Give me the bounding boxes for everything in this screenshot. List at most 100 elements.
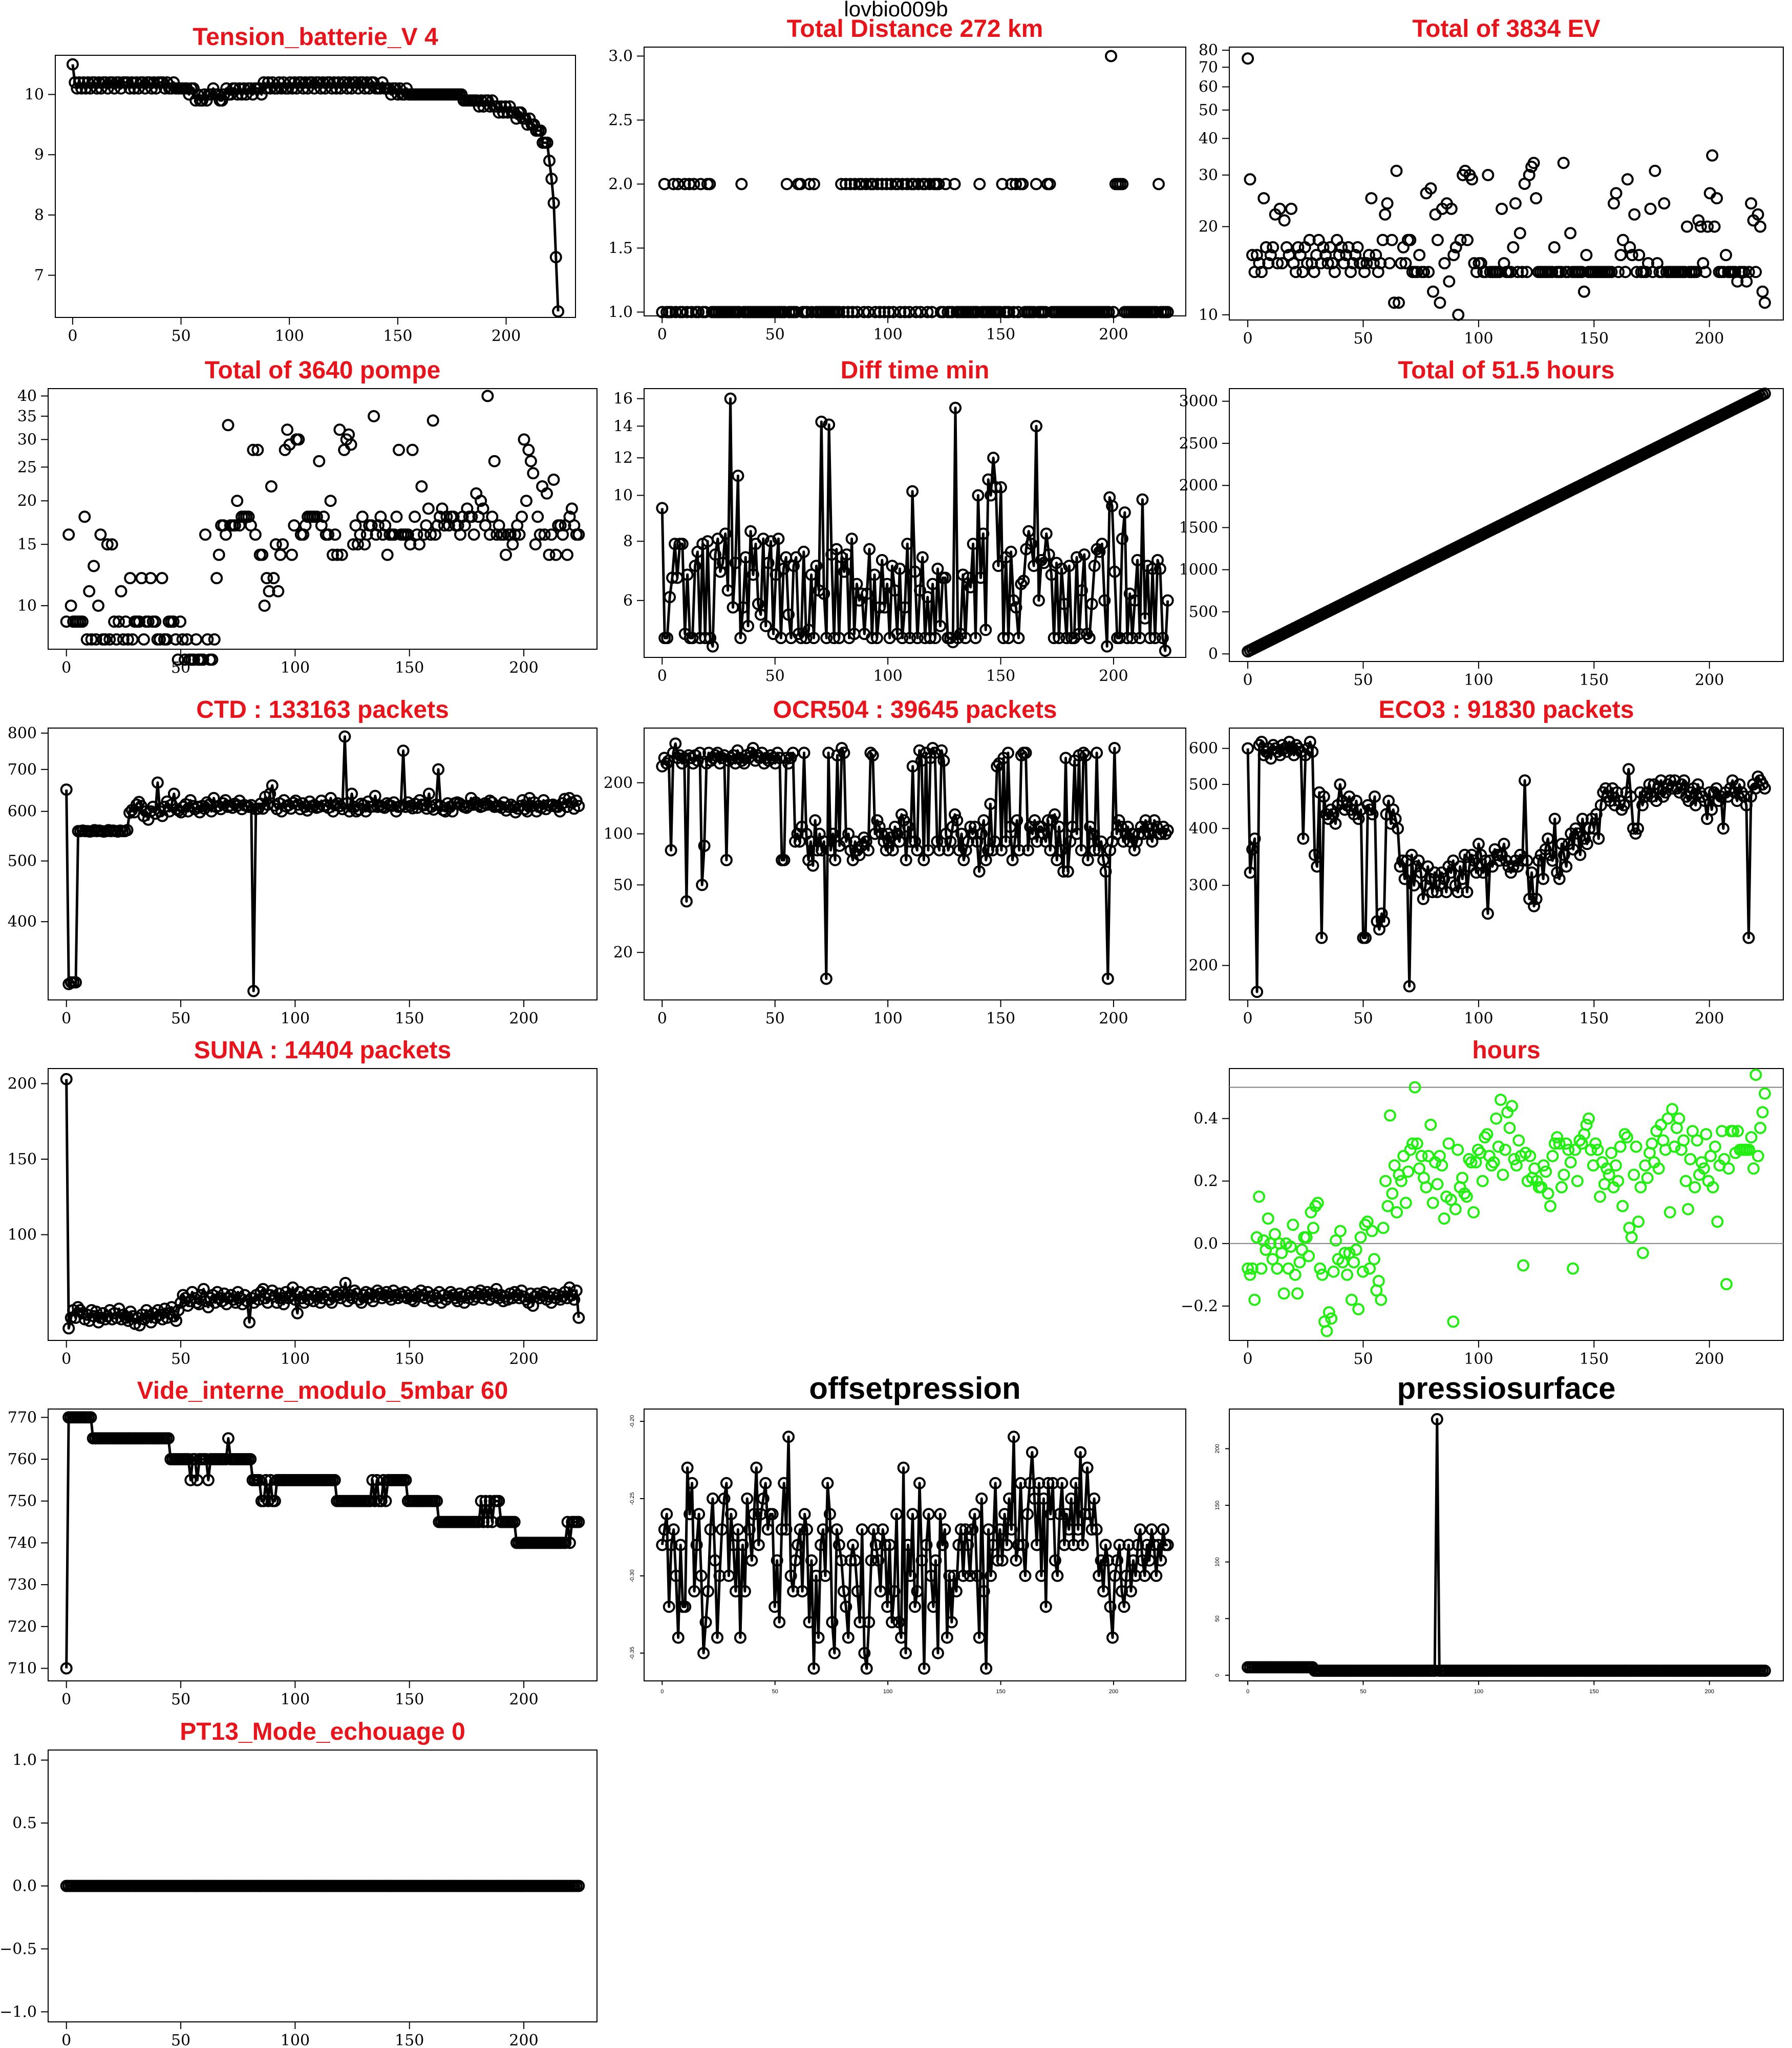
data-point [1499, 1143, 1511, 1156]
y-tick-label: 770 [8, 1409, 37, 1426]
plot-frame [48, 1409, 598, 1681]
x-tick-label: 0 [61, 1691, 71, 1709]
data-point [1592, 833, 1605, 845]
data-point [1278, 214, 1291, 227]
data-point [932, 178, 945, 190]
data-point [92, 600, 104, 612]
data-point [826, 827, 839, 840]
data-point [873, 820, 886, 833]
data-point [1244, 1268, 1256, 1281]
data-point [1032, 594, 1045, 607]
data-point [261, 572, 273, 585]
data-point [1641, 1171, 1654, 1184]
data-point [1372, 1275, 1385, 1287]
data-point [1037, 827, 1050, 840]
data-point [1099, 865, 1112, 878]
data-point [527, 467, 540, 480]
data-point [1108, 742, 1121, 755]
data-point [1138, 1569, 1151, 1582]
data-point [390, 510, 403, 523]
data-point [1574, 848, 1587, 861]
data-point [887, 306, 900, 318]
data-point [1056, 1477, 1069, 1489]
data-point [1316, 1268, 1329, 1281]
data-point [1352, 1303, 1365, 1315]
data-point [1101, 640, 1114, 653]
data-point [345, 438, 357, 451]
data-point [218, 88, 230, 101]
data-point [1314, 1262, 1327, 1275]
data-point [124, 572, 137, 585]
data-point [1537, 1159, 1550, 1172]
data-point [1458, 848, 1471, 861]
data-point [1005, 545, 1017, 558]
data-point [121, 824, 134, 837]
data-point [874, 1585, 887, 1597]
data-point [744, 525, 757, 538]
data-point [144, 572, 157, 585]
data-point [508, 106, 521, 119]
data-point [156, 572, 168, 585]
data-point [801, 306, 814, 318]
data-point [1242, 742, 1254, 755]
y-tick-label: 2.0 [608, 176, 633, 194]
data-point [1311, 860, 1324, 873]
data-point [1692, 214, 1705, 227]
data-point [1396, 854, 1409, 867]
data-point [1085, 1523, 1098, 1536]
data-point [840, 1601, 852, 1613]
data-point [1491, 848, 1503, 861]
plot-p2: Total Distance 272 km 0 50 100 150 200 1.0 1.5 2… [608, 15, 1186, 344]
data-point [1299, 749, 1312, 761]
data-point [1551, 866, 1564, 879]
data-point [358, 538, 371, 551]
data-point [333, 423, 346, 436]
plot-frame [1229, 388, 1784, 662]
data-point [937, 754, 950, 767]
data-point [1121, 632, 1134, 645]
y-tick-label: 700 [8, 761, 37, 779]
y-tick-label: 1.5 [608, 240, 633, 258]
data-point [853, 594, 866, 607]
data-point [1055, 844, 1068, 857]
data-point [732, 1523, 744, 1536]
data-point [1282, 1262, 1295, 1275]
plot-title: Total of 51.5 hours [1398, 357, 1614, 384]
y-tick-label: 2000 [1179, 477, 1218, 495]
data-point [1136, 1554, 1149, 1567]
data-point [1143, 1554, 1156, 1567]
data-point [996, 1554, 1009, 1567]
data-point [256, 548, 269, 561]
y-tick-label: 10 [613, 487, 633, 505]
data-point [1148, 814, 1161, 827]
data-point [1540, 1165, 1552, 1178]
data-point [176, 633, 189, 646]
data-point [475, 1495, 487, 1507]
data-point [1577, 285, 1590, 298]
x-tick-label: 100 [873, 1010, 902, 1028]
y-tick-label: 0.2 [1193, 1172, 1218, 1190]
data-point [1689, 1181, 1701, 1193]
data-point [518, 433, 530, 446]
y-tick-label: 200 [604, 774, 633, 792]
data-point [208, 633, 221, 646]
data-point [1262, 257, 1275, 270]
data-point [851, 306, 864, 318]
data-point [538, 528, 551, 541]
data-point [864, 746, 877, 759]
data-point [707, 1492, 719, 1505]
x-tick-label: 200 [1695, 1010, 1724, 1028]
data-point [199, 528, 211, 541]
data-point [1076, 1539, 1089, 1551]
data-point [1139, 612, 1151, 625]
data-point [1287, 1219, 1299, 1231]
data-point [1053, 820, 1065, 833]
data-point [656, 502, 669, 515]
data-point [1406, 1137, 1419, 1150]
data-point [1709, 1140, 1721, 1153]
data-point [899, 601, 911, 614]
data-point [572, 528, 585, 541]
y-tick-label: 200 [1214, 1444, 1221, 1453]
x-tick-label: 50 [171, 1010, 190, 1028]
data-point [1535, 1181, 1548, 1193]
